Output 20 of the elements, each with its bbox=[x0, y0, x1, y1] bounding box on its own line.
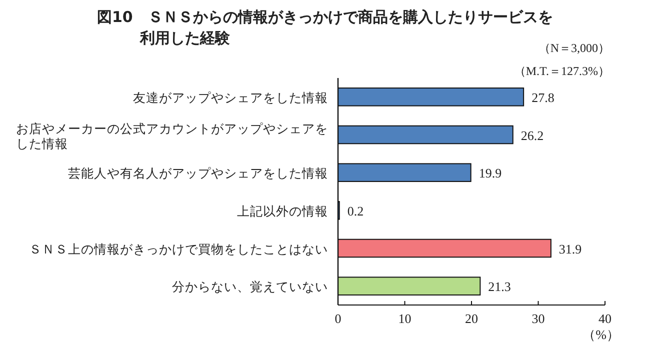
annotation: （M.T.＝127.3%） bbox=[514, 64, 610, 78]
x-tick-label: 0 bbox=[334, 311, 342, 326]
y-tick-label: 上記以外の情報 bbox=[237, 204, 328, 218]
y-tick-label: 芸能人や有名人がアップやシェアをした情報 bbox=[68, 166, 328, 181]
y-tick-label: 分からない、覚えていない bbox=[172, 280, 328, 294]
data-label: 21.3 bbox=[488, 279, 511, 294]
data-label: 19.9 bbox=[478, 166, 502, 181]
data-label: 0.2 bbox=[347, 203, 364, 218]
x-tick-label: 40 bbox=[598, 311, 612, 326]
y-tick-label: ＳＮＳ上の情報がきっかけで買物をしたことはない bbox=[29, 242, 328, 256]
data-label: 26.2 bbox=[520, 128, 544, 143]
text: （N＝3,000） bbox=[538, 41, 610, 55]
y-tick-label: お店やメーカーの公式アカウントがアップやシェアをした情報 bbox=[16, 120, 328, 151]
x-tick-label: 30 bbox=[532, 311, 545, 326]
data-label: 27.8 bbox=[532, 90, 554, 105]
y-tick-label: 友達がアップやシェアをした情報 bbox=[133, 90, 328, 105]
x-tick-label: 20 bbox=[465, 311, 478, 326]
x-tick-label: 10 bbox=[398, 311, 412, 326]
x-axis-title: （%） bbox=[582, 327, 620, 342]
data-label: 31.9 bbox=[558, 241, 582, 256]
